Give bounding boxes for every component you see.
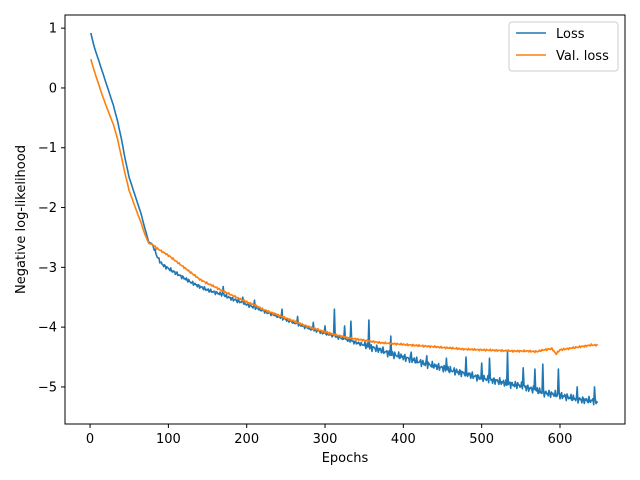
legend-label-val-loss: Val. loss: [556, 49, 609, 64]
y-axis-label: Negative log-likelihood: [14, 145, 29, 294]
y-tick-label: 0: [49, 81, 57, 96]
series-layer: [90, 32, 599, 406]
x-tick-label: 600: [548, 432, 573, 447]
y-tick-label: −1: [38, 141, 57, 156]
x-axis-ticks: 0 100 200 300 400 500 600: [86, 424, 572, 447]
x-tick-label: 300: [313, 432, 338, 447]
x-tick-label: 100: [156, 432, 181, 447]
x-axis-label: Epochs: [322, 451, 369, 466]
y-tick-label: −2: [38, 201, 57, 216]
series-line-loss: [90, 32, 599, 406]
y-tick-label: −3: [38, 261, 57, 276]
x-tick-label: 200: [234, 432, 259, 447]
x-tick-label: 500: [469, 432, 494, 447]
x-tick-label: 0: [86, 432, 94, 447]
plot-background: [65, 15, 625, 424]
legend-box: [508, 21, 619, 72]
y-tick-label: 1: [49, 22, 57, 37]
y-tick-label: −5: [38, 380, 57, 395]
y-tick-label: −4: [38, 321, 57, 336]
x-tick-label: 400: [391, 432, 416, 447]
plot-frame: [64, 14, 626, 425]
y-axis-ticks: 1 0 −1 −2 −3 −4 −5: [38, 22, 65, 395]
legend-label-loss: Loss: [556, 27, 585, 42]
legend: Loss Val. loss: [508, 21, 619, 72]
series-line-val-loss: [90, 58, 599, 356]
